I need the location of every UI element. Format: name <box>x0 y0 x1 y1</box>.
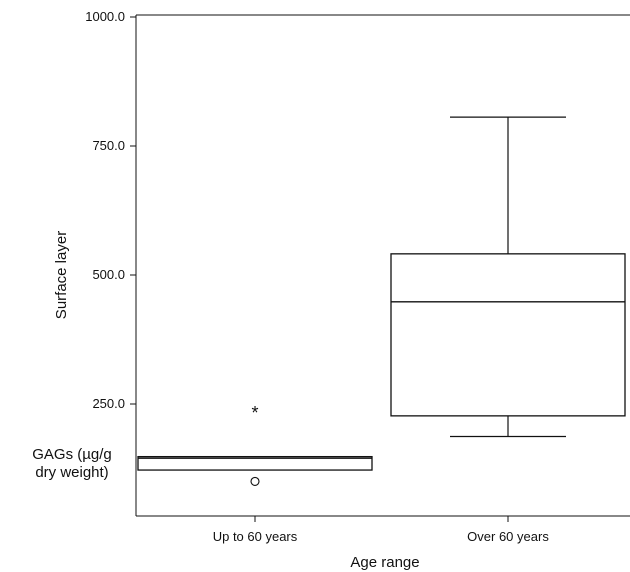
extreme-point: * <box>251 403 258 423</box>
y-axis-secondary-label: GAGs (µg/g dry weight) <box>10 446 134 482</box>
x-tick-label: Over 60 years <box>467 529 549 544</box>
y-axis-secondary-label-line-2: dry weight) <box>35 464 109 481</box>
y-tick-label: 750.0 <box>92 138 125 153</box>
outlier-point <box>250 476 260 486</box>
box-iqr <box>390 253 626 417</box>
y-axis-title: Surface layer <box>53 231 70 319</box>
x-tick-label: Up to 60 years <box>213 529 298 544</box>
box-iqr <box>137 455 373 471</box>
y-tick-label: 500.0 <box>92 267 125 282</box>
plot-area: 250.0 500.0 750.0 1000.0 Up to 60 years Over … <box>85 9 630 544</box>
y-tick-label: 250.0 <box>92 396 125 411</box>
y-axis-secondary-label-line-1: GAGs (µg/g <box>32 446 112 463</box>
x-axis-title: Age range <box>350 554 419 571</box>
y-tick-label: 1000.0 <box>85 9 125 24</box>
